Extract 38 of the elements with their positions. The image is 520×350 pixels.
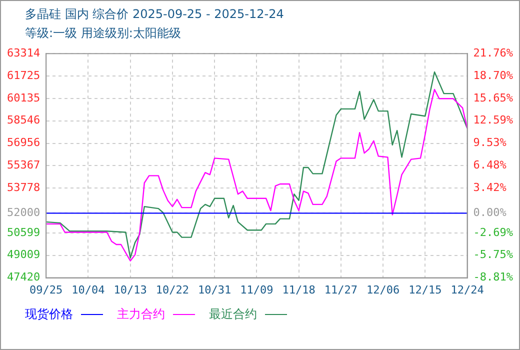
y2-tick-label: 9.53% [473, 136, 507, 150]
y-tick-label: 49009 [6, 248, 40, 262]
chart-title: 多晶硅 国内 综合价 2025-09-25 - 2025-12-24 [25, 6, 284, 23]
x-tick-label: 09/25 [30, 283, 63, 296]
x-tick-label: 11/09 [240, 283, 274, 296]
y2-tick-label: 12.59% [473, 114, 514, 127]
x-tick-label: 11/18 [282, 283, 316, 296]
x-tick-label: 10/22 [156, 283, 190, 296]
legend-label: 最近合约 [209, 306, 257, 323]
y-tick-label: 60135 [6, 91, 40, 104]
x-tick-label: 11/27 [324, 283, 358, 296]
x-tick-label: 12/24 [450, 283, 484, 296]
y2-tick-label: 6.48% [473, 158, 507, 172]
x-tick-label: 10/31 [198, 283, 232, 296]
x-tick-label: 12/15 [408, 283, 442, 296]
x-tick-label: 12/06 [366, 283, 400, 296]
y2-tick-label: 0.00% [473, 206, 507, 220]
legend-label: 主力合约 [117, 306, 165, 323]
x-tick-label: 10/04 [72, 283, 106, 296]
y2-tick-label: 15.65% [473, 91, 514, 104]
x-tick-label: 10/13 [114, 283, 147, 296]
y-tick-label: 50599 [6, 226, 40, 239]
y2-tick-label: 18.70% [473, 68, 514, 82]
y-tick-label: 56956 [6, 136, 40, 150]
y2-tick-label: -2.69% [473, 226, 514, 239]
y2-tick-label: -5.75% [473, 248, 514, 262]
y-tick-label: 58546 [6, 114, 40, 127]
chart-subtitle: 等级:一级 用途级别:太阳能级 [25, 25, 181, 42]
y2-tick-label: -8.81% [473, 270, 514, 284]
y2-tick-label: 21.76% [473, 46, 514, 60]
y-tick-label: 55367 [6, 158, 40, 172]
y-tick-label: 47420 [6, 270, 40, 284]
y-tick-label: 52000 [6, 206, 40, 220]
y-tick-label: 53778 [6, 180, 40, 194]
y-tick-label: 61725 [6, 68, 40, 82]
legend-label: 现货价格 [25, 306, 73, 323]
y-tick-label: 63314 [6, 46, 40, 60]
y2-tick-label: 3.42% [473, 180, 507, 194]
